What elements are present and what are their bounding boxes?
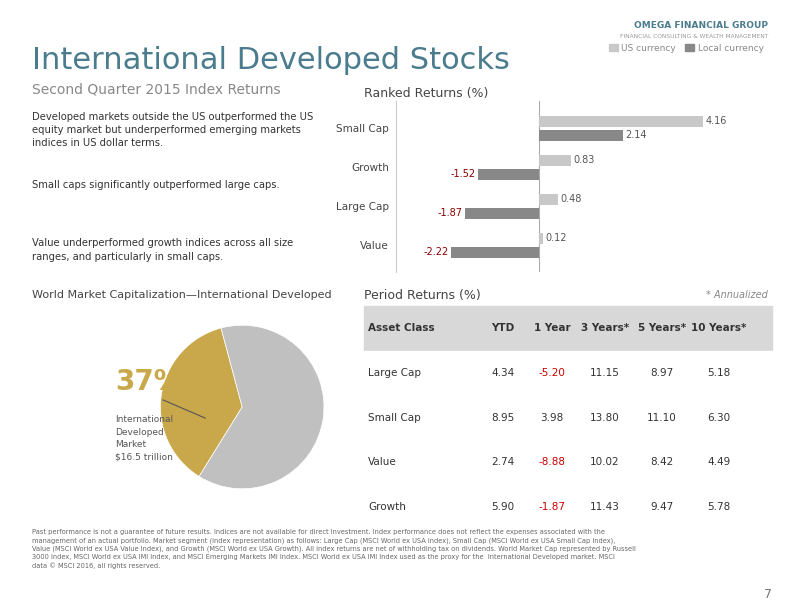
- Text: 4.49: 4.49: [707, 457, 731, 468]
- Bar: [464, 207, 539, 218]
- Text: Second Quarter 2015 Index Returns: Second Quarter 2015 Index Returns: [32, 83, 280, 97]
- Text: 5.90: 5.90: [492, 502, 515, 512]
- Text: 13.80: 13.80: [590, 412, 620, 423]
- Bar: [539, 193, 558, 204]
- Text: Growth: Growth: [368, 502, 406, 512]
- Wedge shape: [161, 328, 242, 477]
- Text: 7: 7: [764, 588, 772, 601]
- Text: Ranked Returns (%): Ranked Returns (%): [364, 87, 489, 100]
- Text: 11.43: 11.43: [590, 502, 620, 512]
- Text: Large Cap: Large Cap: [368, 368, 421, 378]
- Bar: [539, 233, 543, 244]
- Text: Value: Value: [368, 457, 397, 468]
- Text: -1.87: -1.87: [539, 502, 565, 512]
- Text: 3 Years*: 3 Years*: [581, 323, 629, 334]
- Text: -1.87: -1.87: [437, 208, 463, 218]
- Bar: [364, 440, 772, 485]
- Text: 2.74: 2.74: [491, 457, 515, 468]
- Text: 5 Years*: 5 Years*: [638, 323, 686, 334]
- Bar: [364, 306, 772, 351]
- Text: 8.97: 8.97: [650, 368, 674, 378]
- Text: 10.02: 10.02: [590, 457, 620, 468]
- Text: -1.52: -1.52: [451, 169, 476, 179]
- Bar: [539, 130, 623, 141]
- Text: 4.16: 4.16: [706, 116, 727, 126]
- Text: 37%: 37%: [116, 368, 182, 397]
- Text: 8.42: 8.42: [650, 457, 674, 468]
- Text: 5.18: 5.18: [707, 368, 731, 378]
- Text: Past performance is not a guarantee of future results. Indices are not available: Past performance is not a guarantee of f…: [32, 529, 635, 569]
- Text: Small Cap: Small Cap: [368, 412, 421, 423]
- Text: Developed markets outside the US outperformed the US
equity market but underperf: Developed markets outside the US outperf…: [32, 111, 313, 148]
- Text: International Developed Stocks: International Developed Stocks: [32, 46, 509, 75]
- Text: -8.88: -8.88: [539, 457, 565, 468]
- Text: Small caps significantly outperformed large caps.: Small caps significantly outperformed la…: [32, 180, 280, 190]
- Bar: [364, 351, 772, 395]
- Text: * Annualized: * Annualized: [706, 290, 768, 300]
- Text: OMEGA FINANCIAL GROUP: OMEGA FINANCIAL GROUP: [634, 21, 768, 31]
- Text: 0.83: 0.83: [573, 155, 595, 165]
- Text: International
Developed
Market
$16.5 trillion: International Developed Market $16.5 tri…: [116, 415, 173, 461]
- Bar: [478, 169, 539, 180]
- Text: 6.30: 6.30: [707, 412, 731, 423]
- Text: 0.48: 0.48: [560, 194, 581, 204]
- Text: -5.20: -5.20: [539, 368, 565, 378]
- Text: 8.95: 8.95: [491, 412, 515, 423]
- Text: 3.98: 3.98: [540, 412, 564, 423]
- Bar: [364, 485, 772, 529]
- Text: 10 Years*: 10 Years*: [691, 323, 747, 334]
- Text: 5.78: 5.78: [707, 502, 731, 512]
- Legend: US currency, Local currency: US currency, Local currency: [605, 40, 767, 56]
- Text: YTD: YTD: [491, 323, 515, 334]
- Text: 9.47: 9.47: [650, 502, 674, 512]
- Text: 11.10: 11.10: [647, 412, 677, 423]
- Text: Asset Class: Asset Class: [368, 323, 435, 334]
- Bar: [364, 395, 772, 440]
- Text: Value underperformed growth indices across all size
ranges, and particularly in : Value underperformed growth indices acro…: [32, 239, 293, 262]
- Text: FINANCIAL CONSULTING & WEALTH MANAGEMENT: FINANCIAL CONSULTING & WEALTH MANAGEMENT: [620, 34, 768, 39]
- Text: 11.15: 11.15: [590, 368, 620, 378]
- Bar: [539, 116, 703, 127]
- Bar: [539, 155, 572, 166]
- Text: 1 Year: 1 Year: [534, 323, 570, 334]
- Text: 2.14: 2.14: [626, 130, 647, 140]
- Text: World Market Capitalization—International Developed: World Market Capitalization—Internationa…: [32, 290, 331, 300]
- Text: 4.34: 4.34: [491, 368, 515, 378]
- Text: Period Returns (%): Period Returns (%): [364, 289, 481, 302]
- Wedge shape: [199, 325, 324, 489]
- Text: -2.22: -2.22: [423, 247, 448, 257]
- Text: 0.12: 0.12: [546, 233, 567, 243]
- Bar: [451, 247, 539, 258]
